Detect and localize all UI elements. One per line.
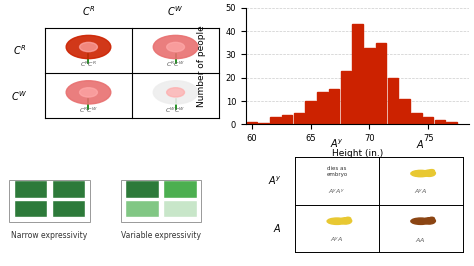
Text: $A^y$: $A^y$ bbox=[268, 174, 282, 187]
Bar bbox=[364, 48, 374, 124]
Text: $A^yA^y$: $A^yA^y$ bbox=[328, 188, 346, 196]
Bar bbox=[246, 122, 257, 124]
Bar bbox=[270, 117, 281, 124]
Circle shape bbox=[429, 217, 435, 220]
FancyBboxPatch shape bbox=[52, 200, 85, 217]
Y-axis label: Number of people: Number of people bbox=[197, 25, 206, 107]
Bar bbox=[399, 99, 410, 124]
Text: $C^RC^W$: $C^RC^W$ bbox=[79, 106, 98, 115]
Circle shape bbox=[339, 218, 352, 224]
Bar bbox=[435, 120, 445, 124]
X-axis label: Height (in.): Height (in.) bbox=[332, 148, 383, 157]
Circle shape bbox=[66, 35, 111, 59]
Text: $A^y$: $A^y$ bbox=[330, 138, 344, 150]
Text: Narrow expressivity: Narrow expressivity bbox=[11, 231, 88, 240]
Circle shape bbox=[345, 217, 351, 220]
Circle shape bbox=[423, 170, 436, 176]
FancyBboxPatch shape bbox=[52, 180, 85, 198]
FancyBboxPatch shape bbox=[14, 180, 47, 198]
Text: $C^R$: $C^R$ bbox=[82, 5, 95, 18]
Text: $C^RC^W$: $C^RC^W$ bbox=[166, 60, 185, 69]
Text: $C^W$: $C^W$ bbox=[10, 89, 27, 103]
Bar bbox=[352, 24, 363, 124]
Circle shape bbox=[80, 42, 98, 52]
Text: $AA$: $AA$ bbox=[416, 236, 426, 244]
Bar bbox=[447, 122, 457, 124]
Ellipse shape bbox=[327, 218, 347, 225]
Text: $C^W$: $C^W$ bbox=[167, 5, 184, 18]
Text: $C^RC^R$: $C^RC^R$ bbox=[80, 60, 97, 69]
Circle shape bbox=[429, 169, 435, 172]
Bar bbox=[282, 115, 292, 124]
Text: Variable expressivity: Variable expressivity bbox=[121, 231, 201, 240]
Text: $A$: $A$ bbox=[417, 138, 425, 150]
Circle shape bbox=[66, 81, 111, 104]
Bar bbox=[388, 78, 398, 124]
Bar bbox=[258, 123, 269, 124]
FancyBboxPatch shape bbox=[125, 180, 159, 198]
Ellipse shape bbox=[411, 218, 430, 225]
Circle shape bbox=[167, 88, 184, 97]
FancyBboxPatch shape bbox=[14, 200, 47, 217]
FancyBboxPatch shape bbox=[164, 200, 197, 217]
Text: $A$: $A$ bbox=[273, 222, 282, 234]
Text: $A^yA$: $A^yA$ bbox=[414, 188, 428, 196]
Bar bbox=[329, 89, 339, 124]
Bar bbox=[340, 71, 351, 124]
Text: $C^R$: $C^R$ bbox=[13, 44, 27, 57]
Circle shape bbox=[153, 81, 198, 104]
Circle shape bbox=[423, 218, 436, 224]
FancyBboxPatch shape bbox=[164, 180, 197, 198]
Bar bbox=[293, 113, 304, 124]
Circle shape bbox=[153, 35, 198, 59]
Text: dies as
embryo: dies as embryo bbox=[326, 166, 347, 177]
Circle shape bbox=[80, 88, 98, 97]
Circle shape bbox=[167, 42, 184, 52]
Ellipse shape bbox=[411, 170, 430, 177]
FancyBboxPatch shape bbox=[125, 200, 159, 217]
Bar bbox=[376, 43, 386, 124]
Bar bbox=[423, 117, 433, 124]
Text: $A^yA$: $A^yA$ bbox=[330, 236, 344, 244]
Bar bbox=[305, 101, 316, 124]
Text: $C^WC^W$: $C^WC^W$ bbox=[165, 106, 186, 115]
Bar bbox=[317, 92, 328, 124]
Bar bbox=[411, 113, 422, 124]
